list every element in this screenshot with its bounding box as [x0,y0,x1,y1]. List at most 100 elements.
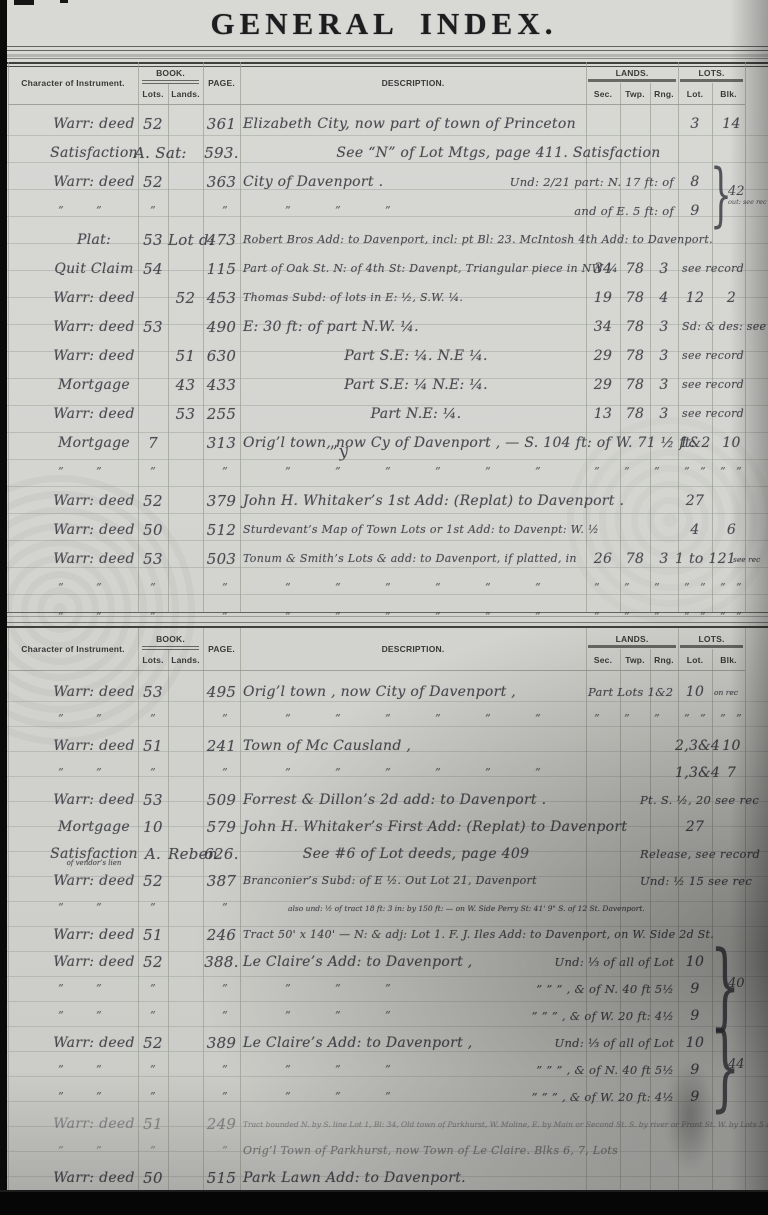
rule [0,626,768,628]
cell: 78 [625,406,645,422]
column-line [650,83,651,612]
column-line [586,628,587,1190]
cell: ” [96,1009,102,1022]
cell: ” [58,581,64,594]
column-line [203,628,204,1190]
cell: 9 [690,1008,700,1024]
cell: ” [720,581,726,594]
table-row: Warr: deed 53 490 E: 30 ft: of part N.W. ¼.… [0,315,768,344]
cell: Release, see record [640,847,761,861]
column-line [168,83,169,612]
cell: 78 [625,290,645,306]
column-header: Character of Instrument. [21,78,125,88]
book-underline [142,80,199,81]
cell: 389 [206,1034,237,1052]
table-row: Mortgage 43 433 Part S.E: ¼ N.E: ¼. 29 78 3 see… [0,373,768,402]
cell: ” [335,581,341,594]
cell: ” [485,581,491,594]
rule [0,622,768,623]
column-header: PAGE. [208,644,235,654]
cell: ” [720,610,726,623]
cell: Und: ⅓ of all of Lot [554,1036,674,1050]
cell: ” [335,712,341,725]
cell: ” [58,465,64,478]
cell: ” [222,982,228,995]
column-line [678,628,679,1190]
cell: ” [335,610,341,623]
cell: 626. [204,845,239,863]
cell: ” [335,766,341,779]
column-header: DESCRIPTION. [381,78,445,88]
cell: ” [535,581,541,594]
column-header: LANDS. [615,68,649,78]
cell: Orig’l town, now Cy of Davenport , — S. … [243,435,696,451]
cell: ” [335,465,341,478]
cell: ” [96,465,102,478]
cell: ” [385,982,391,995]
cell: 78 [625,319,645,335]
cell: ” [594,465,600,478]
column-header: Twp. [625,89,645,99]
column-header: Rng. [654,655,674,665]
cell: Warr: deed [53,954,135,970]
cell: ” ” ” , & of N. 40 ft 5½ [536,982,674,996]
cell: Warr: deed [53,873,135,889]
rule [0,66,768,67]
cell: A. Sat: [134,144,187,162]
cell: ” [222,901,228,914]
cell: and of E. 5 ft: of [574,204,674,218]
cell: 14 [722,116,741,132]
cell: ” [222,712,228,725]
cell: E: 30 ft: of part N.W. ¼. [243,319,419,335]
table-row: Warr: deed 52 363 City of Davenport . Und: 2… [0,170,768,199]
cell: 3 [659,348,669,364]
cell: 361 [206,115,237,133]
cell: 50 [143,1169,163,1187]
table-row: ” ” ” ” ” ” ” ” ” ” , & of N. 40 ft 5½ 9 [0,1058,768,1085]
cell: 1 [726,551,737,567]
table-row: Warr: deed 52 453 Thomas Subd: of lots in E… [0,286,768,315]
cell: ” [720,712,726,725]
cell: 3 [659,377,669,393]
cell: Warr: deed [53,1170,135,1186]
cell: 52 [143,953,163,971]
cell: ” [58,712,64,725]
cell: 53 [143,683,163,701]
cell: 495 [206,683,237,701]
cell: ” [150,610,156,623]
cell: Mortgage [57,377,131,393]
cell: 4 [659,290,669,306]
cell: ” [385,204,391,217]
cell: 10 [722,435,741,451]
cell: see record [682,262,745,275]
rule [0,58,768,59]
cell: 509 [206,791,237,809]
cell: Tonum & Smith’s Lots & add: to Davenport… [243,552,577,565]
cell: 26 [593,551,613,567]
cell: Reben [168,845,218,863]
cell: Le Claire’s Add: to Davenport , [243,954,473,970]
cell: See “N” of Lot Mtgs, page 411. Satisfact… [336,145,661,161]
cell: ” [58,1009,64,1022]
cell: 3 [659,319,669,335]
cell: ” [285,1063,291,1076]
cell: 51 [175,347,196,365]
table-row: ” ” ” ” ” ” ” ” ” ” ” ” ” ” ” ” ” [0,605,768,634]
cell: Part S.E: ¼. N.E ¼. [344,348,488,364]
column-header: DESCRIPTION. [381,644,445,654]
cell: ” [58,610,64,623]
cell: 34 [593,319,613,335]
column-line [240,62,241,612]
cell: ” [58,1144,64,1157]
cell: ” [285,1009,291,1022]
cell: 10 [722,738,741,754]
cell: ” [96,1090,102,1103]
rule [0,62,768,64]
table-row: Warr: deed 50 515 Park Lawn Add: to Davenpo… [0,1166,768,1193]
column-line [8,628,9,1190]
cell: ” [684,465,690,478]
cell: 503 [206,550,237,568]
cell: ” [150,901,156,914]
column-header: Lot. [686,655,704,665]
brace-label: 44 [728,1056,745,1072]
